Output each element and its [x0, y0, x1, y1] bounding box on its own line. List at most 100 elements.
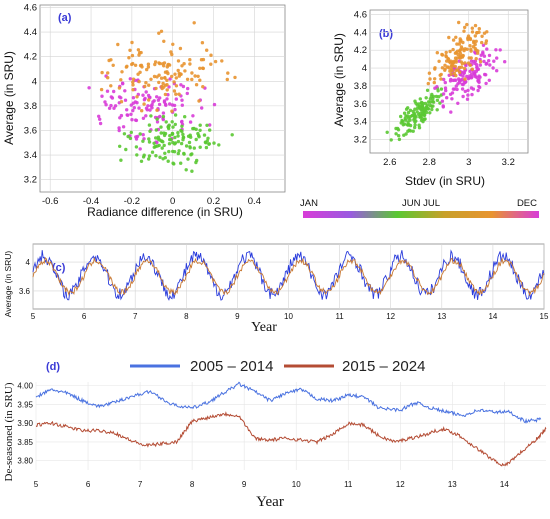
scatter-point — [450, 91, 455, 95]
scatter-point — [137, 53, 141, 57]
scatter-point — [440, 99, 445, 103]
scatter-point — [443, 63, 447, 67]
scatter-point — [168, 77, 172, 81]
scatter-point — [180, 98, 184, 102]
panel-d-frame — [36, 349, 546, 504]
y-tick-label: 3.90 — [17, 419, 33, 428]
scatter-point — [179, 161, 183, 165]
scatter-point — [455, 49, 460, 53]
panel-a: (a) Radiance difference (in SRU) Average… — [2, 2, 286, 219]
scatter-point — [412, 118, 416, 122]
x-tick-label: -0.2 — [124, 196, 140, 207]
scatter-point — [484, 81, 488, 86]
y-tick-label: 4.4 — [354, 27, 367, 38]
scatter-point — [209, 53, 213, 57]
x-tick-label: -0.4 — [83, 196, 99, 207]
scatter-point — [189, 153, 193, 157]
scatter-point — [192, 21, 196, 25]
scatter-point — [476, 88, 480, 93]
scatter-point — [180, 120, 184, 124]
scatter-point — [170, 120, 174, 124]
scatter-point — [458, 56, 463, 60]
scatter-point — [154, 86, 158, 91]
scatter-point — [137, 106, 141, 110]
scatter-point — [433, 77, 437, 81]
scatter-point — [457, 70, 462, 75]
scatter-point — [172, 89, 177, 93]
scatter-point — [413, 99, 417, 103]
scatter-point — [226, 71, 230, 75]
scatter-point — [124, 147, 128, 152]
scatter-point — [430, 104, 434, 109]
scatter-point — [477, 27, 481, 31]
scatter-point — [425, 103, 430, 107]
scatter-point — [147, 95, 152, 100]
scatter-point — [457, 20, 461, 25]
scatter-point — [107, 58, 111, 63]
scatter-point — [141, 93, 145, 97]
x-tick-label: 7 — [133, 312, 138, 321]
scatter-point — [162, 99, 167, 103]
scatter-point — [469, 86, 474, 90]
x-tick-label: 3 — [466, 157, 471, 168]
scatter-point — [174, 97, 178, 101]
y-tick-label: 3.6 — [354, 99, 367, 110]
x-tick-label: 0.2 — [207, 196, 220, 207]
scatter-point — [389, 138, 393, 142]
y-tick-label: 4.2 — [24, 52, 37, 63]
scatter-point — [417, 102, 421, 106]
scatter-point — [141, 155, 146, 159]
scatter-point — [454, 60, 458, 64]
scatter-point — [163, 156, 167, 160]
scatter-point — [159, 131, 163, 135]
scatter-point — [413, 107, 417, 111]
scatter-point — [498, 48, 502, 52]
scatter-point — [406, 110, 411, 115]
x-tick-label: 11 — [344, 480, 353, 489]
x-tick-label: 6 — [82, 312, 87, 321]
scatter-point — [454, 35, 458, 39]
scatter-point — [209, 62, 213, 66]
scatter-point — [443, 67, 447, 71]
scatter-point — [133, 63, 138, 67]
scatter-point — [161, 111, 166, 115]
scatter-point — [169, 137, 173, 142]
scatter-point — [154, 136, 158, 140]
scatter-point — [166, 62, 171, 67]
scatter-point — [481, 43, 486, 47]
y-tick-label: 4.00 — [17, 382, 33, 391]
scatter-point — [455, 42, 459, 46]
scatter-point — [154, 128, 158, 132]
scatter-point — [233, 75, 237, 80]
y-tick-label: 3.8 — [354, 81, 367, 92]
scatter-point — [145, 67, 149, 72]
scatter-point — [128, 77, 132, 81]
scatter-point — [426, 107, 431, 111]
scatter-point — [459, 60, 463, 64]
scatter-point — [174, 92, 178, 96]
scatter-point — [201, 85, 205, 89]
scatter-point — [466, 76, 471, 81]
scatter-point — [111, 63, 115, 67]
scatter-point — [143, 84, 147, 89]
scatter-point — [180, 124, 184, 128]
scatter-point — [470, 30, 475, 34]
scatter-point — [480, 40, 484, 45]
scatter-point — [451, 47, 455, 52]
scatter-point — [461, 94, 465, 99]
x-tick-label: 2.8 — [423, 157, 436, 168]
scatter-point — [125, 108, 129, 112]
scatter-point — [443, 86, 448, 90]
scatter-point — [447, 35, 451, 40]
y-tick-label: 4.2 — [354, 45, 367, 56]
scatter-point — [180, 64, 184, 68]
scatter-point — [397, 137, 402, 142]
scatter-point — [463, 25, 467, 30]
scatter-point — [452, 71, 457, 76]
scatter-point — [400, 118, 404, 123]
scatter-point — [129, 103, 133, 107]
panel-a-label: (a) — [58, 12, 72, 24]
scatter-point — [413, 123, 417, 127]
scatter-point — [426, 100, 431, 104]
x-tick-label: 10 — [292, 480, 301, 489]
